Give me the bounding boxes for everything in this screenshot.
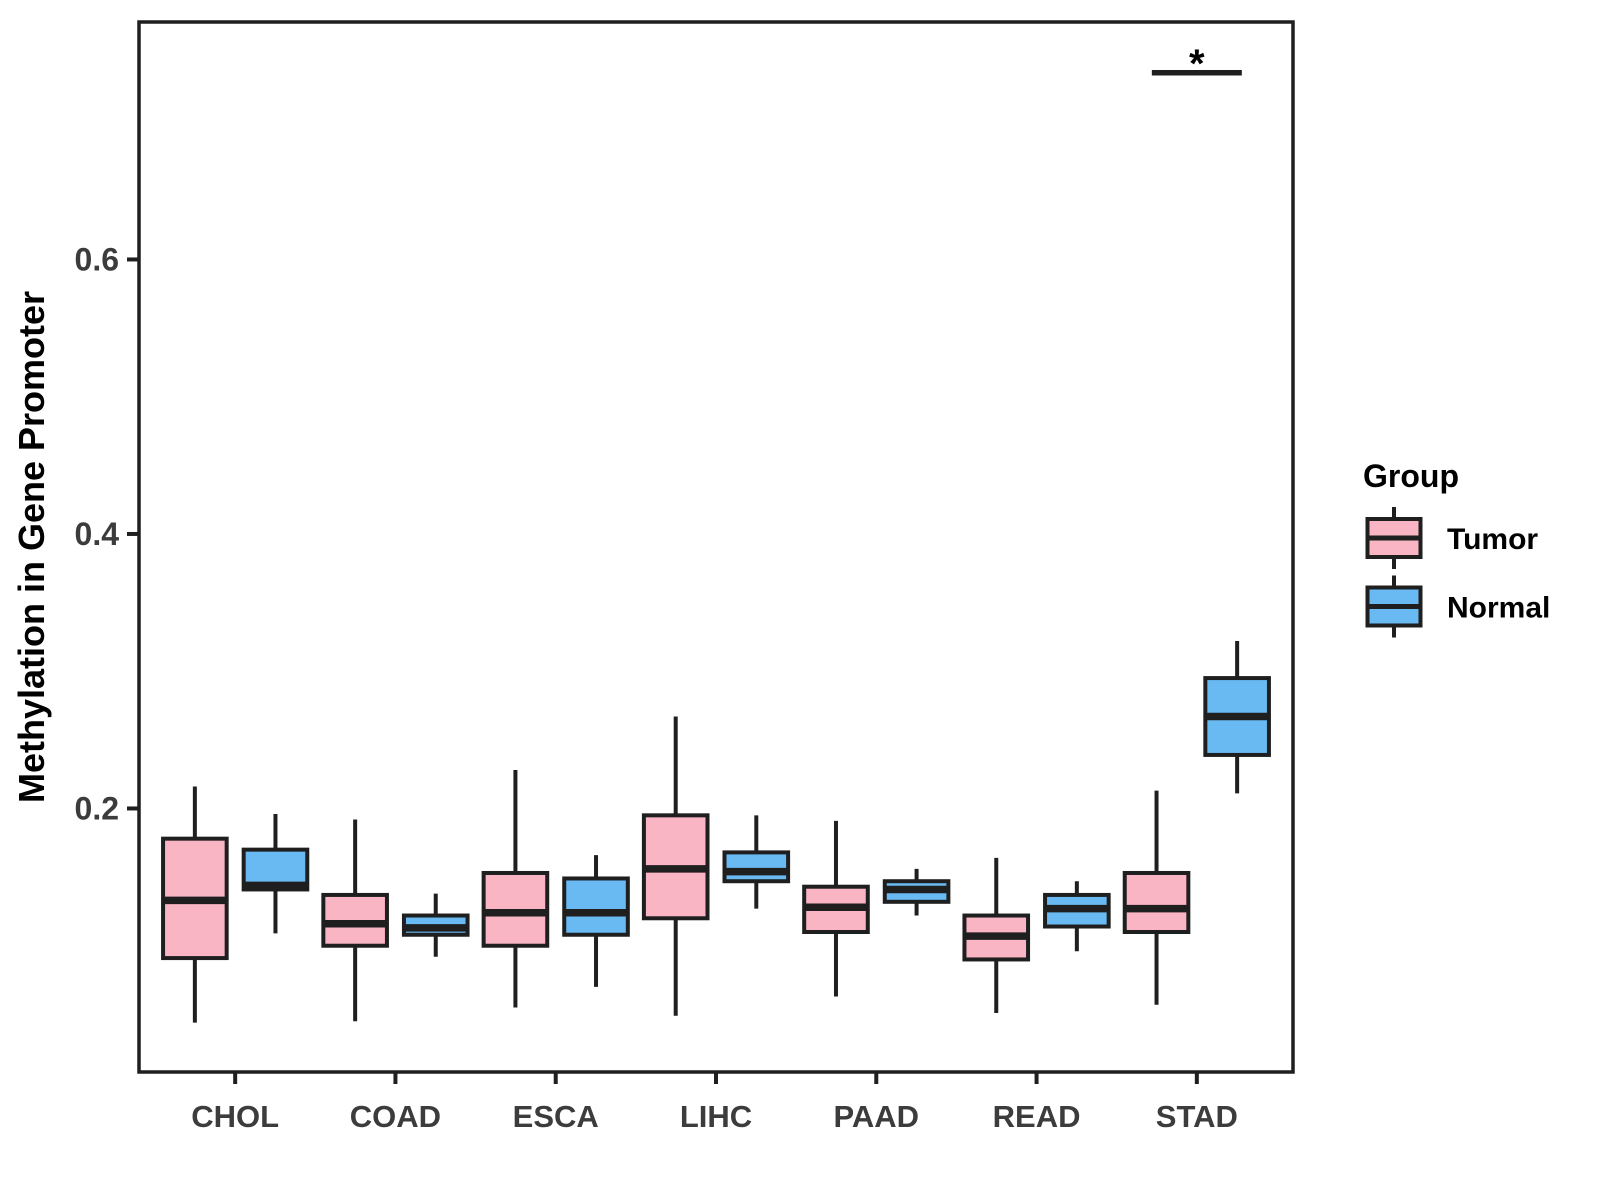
legend: Group Tumor Normal <box>1363 458 1550 638</box>
boxplot-READ-tumor <box>962 857 1031 1013</box>
boxplot-PAAD-tumor <box>802 820 870 997</box>
x-tick-label-ESCA: ESCA <box>513 1099 599 1134</box>
boxplot-LIHC-tumor <box>641 716 710 1016</box>
panel-border <box>137 20 1295 1074</box>
legend-label-tumor: Tumor <box>1447 523 1538 556</box>
iqr-box <box>722 850 791 884</box>
boxplot-COAD-normal <box>401 893 470 957</box>
significance-annotation-STAD: * <box>1151 42 1242 86</box>
legend-key-tumor: Tumor <box>1365 507 1538 569</box>
legend-label-normal: Normal <box>1447 592 1550 625</box>
x-tick-label-PAAD: PAAD <box>834 1099 920 1134</box>
boxplot-ESCA-normal <box>562 855 630 987</box>
boxplot-CHOL-normal <box>241 813 310 934</box>
x-tick-label-READ: READ <box>993 1099 1081 1134</box>
legend-key-normal: Normal <box>1365 575 1550 638</box>
boxplot-CHOL-tumor <box>161 786 229 1023</box>
boxplot-LIHC-normal <box>722 815 791 909</box>
boxplot-COAD-tumor <box>321 819 389 1022</box>
boxplot-STAD-tumor <box>1122 790 1191 1005</box>
y-axis-title: Methylation in Gene Promoter <box>11 291 52 803</box>
y-tick-label-0.4: 0.4 <box>75 516 120 552</box>
iqr-box <box>562 876 630 937</box>
x-tick-label-CHOL: CHOL <box>191 1099 279 1134</box>
x-tick-label-COAD: COAD <box>350 1099 441 1134</box>
iqr-box <box>1122 870 1191 935</box>
y-tick-label-0.6: 0.6 <box>75 241 119 277</box>
x-tick-label-LIHC: LIHC <box>680 1099 752 1134</box>
legend-title: Group <box>1363 458 1459 494</box>
significance-star: * <box>1189 42 1205 86</box>
x-tick-label-STAD: STAD <box>1156 1099 1238 1134</box>
y-tick-label-0.2: 0.2 <box>75 790 119 826</box>
boxplot-STAD-normal <box>1203 641 1271 794</box>
boxplot-READ-normal <box>1043 881 1111 952</box>
boxplot-ESCA-tumor <box>481 770 550 1008</box>
boxplot-PAAD-normal <box>882 868 951 916</box>
